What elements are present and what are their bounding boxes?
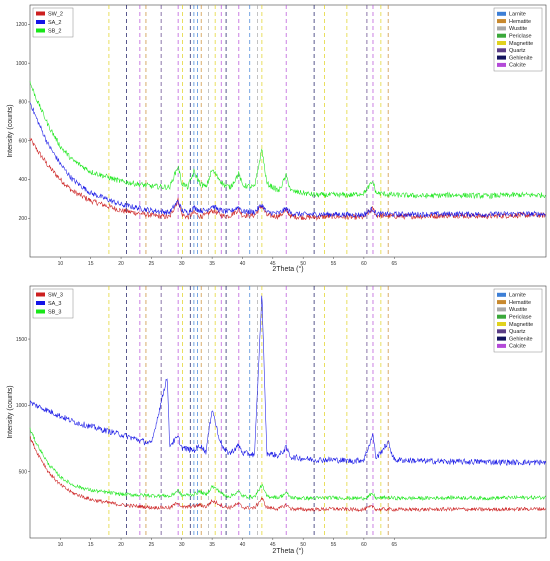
phase-swatch xyxy=(497,26,506,31)
phase-swatch xyxy=(497,329,506,334)
phase-swatch xyxy=(497,307,506,312)
x-tick-label: 25 xyxy=(149,542,155,548)
phase-swatch xyxy=(497,343,506,348)
legend-swatch xyxy=(36,20,45,24)
x-tick-label: 20 xyxy=(118,542,124,548)
y-tick-label: 600 xyxy=(19,138,28,144)
phase-label-larnite: Larnite xyxy=(509,12,526,18)
phase-swatch xyxy=(497,33,506,38)
phase-label-calcite: Calcite xyxy=(509,63,526,69)
x-axis-title: 2Theta (°) xyxy=(272,265,303,273)
legend-label-sw-2: SW_2 xyxy=(48,12,63,18)
phase-label-hematite: Hematite xyxy=(509,19,531,25)
phase-swatch xyxy=(497,322,506,326)
x-tick-label: 65 xyxy=(391,542,397,548)
phase-label-calcite: Calcite xyxy=(509,344,526,350)
phase-label-magnetite: Magnetite xyxy=(509,41,533,47)
x-tick-label: 35 xyxy=(209,542,215,548)
y-axis-title: Intensity (counts) xyxy=(7,104,14,157)
phase-swatch xyxy=(497,41,506,45)
bottom-xrd-panel: 10 15 20 25 30 35 40 45 50 55 60 65 500 1000 1500 2Thet… xyxy=(7,285,547,555)
phase-label-periclase: Periclase xyxy=(509,34,532,40)
legend-label-sa-3: SA_3 xyxy=(48,301,61,307)
x-axis-title: 2Theta (°) xyxy=(272,547,303,555)
phase-swatch xyxy=(497,292,506,297)
series-line-sw-2 xyxy=(29,137,546,221)
phase-legend xyxy=(493,288,543,353)
x-tick-label: 60 xyxy=(361,542,367,548)
phase-swatch xyxy=(497,336,506,341)
phase-label-larnite: Larnite xyxy=(509,293,526,299)
y-tick-label: 1500 xyxy=(16,337,27,343)
y-tick-label: 1200 xyxy=(16,22,27,28)
legend-swatch xyxy=(36,292,45,297)
x-tick-label: 10 xyxy=(58,261,64,267)
y-tick-label: 800 xyxy=(19,100,28,106)
phase-swatch xyxy=(497,62,506,67)
phase-label-gehlenite: Gehlenite xyxy=(509,55,533,61)
y-tick-label: 500 xyxy=(19,469,28,475)
x-tick-label: 10 xyxy=(58,542,64,548)
x-tick-label: 50 xyxy=(300,261,306,267)
x-tick-label: 30 xyxy=(179,542,185,548)
x-tick-label: 50 xyxy=(300,542,306,548)
phase-swatch xyxy=(497,300,506,305)
plot-frame xyxy=(29,4,547,258)
phase-label-periclase: Periclase xyxy=(509,315,532,321)
series-line-sb-2 xyxy=(29,81,547,200)
phase-label-wustite: Wustite xyxy=(509,307,527,313)
x-tick-label: 15 xyxy=(88,261,94,267)
x-tick-label: 35 xyxy=(209,261,215,267)
x-tick-label: 60 xyxy=(361,261,367,267)
legend-label-sb-3: SB_3 xyxy=(48,310,61,316)
x-tick-label: 45 xyxy=(270,542,276,548)
phase-label-gehlenite: Gehlenite xyxy=(509,336,533,342)
phase-legend xyxy=(493,7,543,72)
phase-swatch xyxy=(497,55,506,60)
series-line-sa-2 xyxy=(29,102,546,218)
legend-label-sw-3: SW_3 xyxy=(48,293,63,299)
phase-label-wustite: Wustite xyxy=(509,26,527,32)
legend-swatch xyxy=(36,301,45,305)
x-tick-label: 15 xyxy=(88,542,94,548)
phase-swatch xyxy=(497,314,506,319)
x-tick-label: 40 xyxy=(240,542,246,548)
x-tick-label: 30 xyxy=(179,261,185,267)
phase-swatch xyxy=(497,11,506,16)
plot-frame xyxy=(29,285,547,539)
phase-label-magnetite: Magnetite xyxy=(509,322,533,328)
x-tick-label: 45 xyxy=(270,261,276,267)
legend-label-sb-2: SB_2 xyxy=(48,29,61,35)
legend-swatch xyxy=(36,309,45,314)
series-line-sa-3 xyxy=(29,295,547,466)
legend-swatch xyxy=(36,28,45,33)
phase-label-hematite: Hematite xyxy=(509,300,531,306)
y-tick-label: 200 xyxy=(19,216,28,222)
phase-label-quartz: Quartz xyxy=(509,48,526,54)
phase-swatch xyxy=(497,48,506,53)
series-line-sb-3 xyxy=(29,427,547,501)
y-tick-label: 400 xyxy=(19,177,28,183)
top-xrd-panel: 10 15 20 25 30 35 40 45 50 55 60 65 200 400 600 800 1000… xyxy=(7,4,547,273)
series-line-sw-3 xyxy=(29,435,547,513)
legend-swatch xyxy=(36,11,45,16)
x-tick-label: 25 xyxy=(149,261,155,267)
phase-swatch xyxy=(497,19,506,24)
x-tick-label: 20 xyxy=(118,261,124,267)
y-tick-label: 1000 xyxy=(16,61,27,67)
x-tick-label: 40 xyxy=(240,261,246,267)
y-tick-label: 1000 xyxy=(16,403,27,409)
x-tick-label: 55 xyxy=(331,542,337,548)
x-tick-label: 55 xyxy=(331,261,337,267)
y-axis-title: Intensity (counts) xyxy=(7,385,14,438)
phase-label-quartz: Quartz xyxy=(509,329,526,335)
legend-label-sa-2: SA_2 xyxy=(48,20,61,26)
x-tick-label: 65 xyxy=(391,261,397,267)
